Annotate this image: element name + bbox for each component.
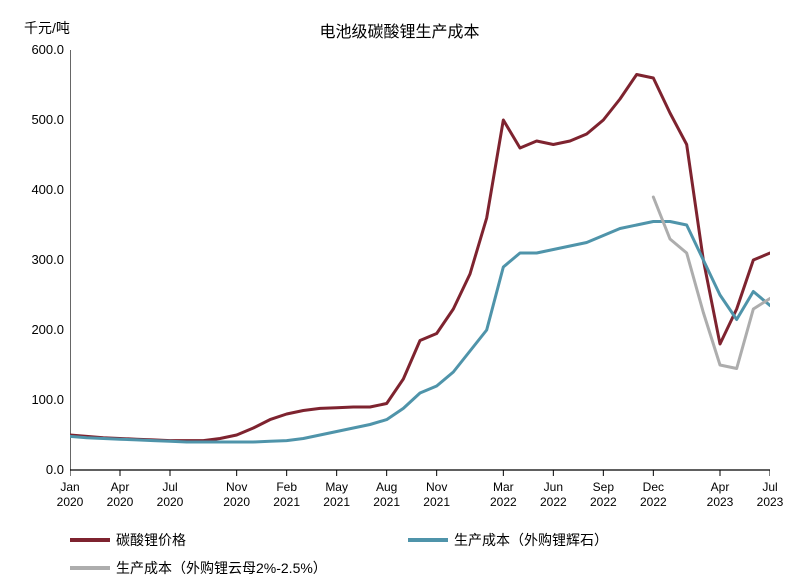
x-tick-label: Jul 2023 <box>750 480 790 510</box>
x-tick-label: Jan 2020 <box>50 480 90 510</box>
x-tick-label: Nov 2021 <box>417 480 457 510</box>
y-tick-label: 0.0 <box>4 462 64 477</box>
y-tick-label: 400.0 <box>4 182 64 197</box>
legend-item: 碳酸锂价格 <box>70 530 380 550</box>
y-tick-label: 300.0 <box>4 252 64 267</box>
legend-swatch <box>70 566 110 570</box>
x-tick-label: Apr 2020 <box>100 480 140 510</box>
y-tick-label: 500.0 <box>4 112 64 127</box>
legend: 碳酸锂价格 生产成本（外购锂辉石） 生产成本（外购锂云母2%-2.5%） <box>70 530 770 578</box>
legend-label: 生产成本（外购锂辉石） <box>454 530 608 550</box>
chart-title: 电池级碳酸锂生产成本 <box>0 18 799 42</box>
x-tick-label: Sep 2022 <box>583 480 623 510</box>
legend-swatch <box>70 538 110 542</box>
legend-label: 生产成本（外购锂云母2%-2.5%） <box>116 558 327 578</box>
x-tick-label: Nov 2020 <box>217 480 257 510</box>
x-tick-label: Aug 2021 <box>367 480 407 510</box>
x-tick-label: Jul 2020 <box>150 480 190 510</box>
legend-swatch <box>408 538 448 542</box>
x-tick-label: May 2021 <box>317 480 357 510</box>
x-tick-label: Jun 2022 <box>533 480 573 510</box>
x-tick-label: Feb 2021 <box>267 480 307 510</box>
y-tick-label: 200.0 <box>4 322 64 337</box>
legend-item: 生产成本（外购锂辉石） <box>408 530 608 550</box>
legend-label: 碳酸锂价格 <box>116 530 186 550</box>
legend-item: 生产成本（外购锂云母2%-2.5%） <box>70 558 327 578</box>
y-tick-label: 100.0 <box>4 392 64 407</box>
series-line <box>70 222 770 443</box>
x-tick-label: Apr 2023 <box>700 480 740 510</box>
x-tick-label: Dec 2022 <box>633 480 673 510</box>
plot-area <box>70 50 770 480</box>
y-tick-label: 600.0 <box>4 42 64 57</box>
series-line <box>70 75 770 441</box>
x-tick-label: Mar 2022 <box>483 480 523 510</box>
chart-container: 千元/吨 电池级碳酸锂生产成本 0.0100.0200.0300.0400.05… <box>0 0 799 583</box>
